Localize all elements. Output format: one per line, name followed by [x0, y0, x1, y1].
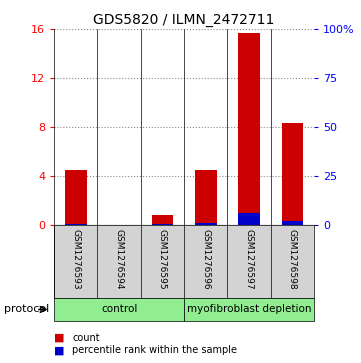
Bar: [152, 215, 173, 225]
Bar: [282, 123, 303, 225]
Text: protocol: protocol: [4, 305, 49, 314]
Text: GSM1276593: GSM1276593: [71, 229, 80, 289]
Text: ■: ■: [54, 333, 65, 343]
Bar: [65, 224, 87, 225]
Bar: [238, 213, 260, 225]
Text: GSM1276597: GSM1276597: [245, 229, 253, 289]
Text: control: control: [101, 305, 137, 314]
Bar: [282, 221, 303, 225]
Text: GSM1276596: GSM1276596: [201, 229, 210, 289]
Bar: [195, 224, 217, 225]
Text: GSM1276594: GSM1276594: [115, 229, 123, 289]
Bar: [65, 170, 87, 225]
Bar: [195, 170, 217, 225]
Text: ■: ■: [54, 345, 65, 355]
Text: count: count: [72, 333, 100, 343]
Title: GDS5820 / ILMN_2472711: GDS5820 / ILMN_2472711: [93, 13, 275, 26]
Bar: [152, 224, 173, 225]
Text: myofibroblast depletion: myofibroblast depletion: [187, 305, 311, 314]
Text: GSM1276598: GSM1276598: [288, 229, 297, 289]
Bar: [238, 33, 260, 225]
Text: percentile rank within the sample: percentile rank within the sample: [72, 345, 237, 355]
Text: GSM1276595: GSM1276595: [158, 229, 167, 289]
